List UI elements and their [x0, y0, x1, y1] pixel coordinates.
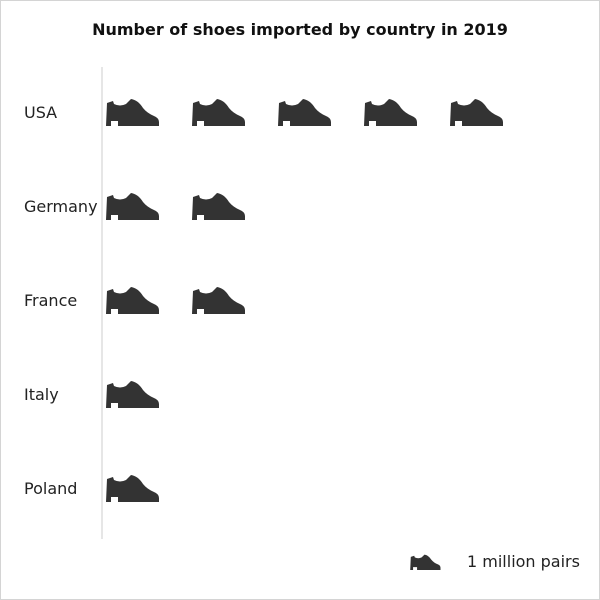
shoe-icon — [192, 193, 245, 220]
pictograph-rows: USA Germany France Italy Poland — [24, 99, 503, 502]
chart-title: Number of shoes imported by country in 2… — [92, 20, 508, 39]
shoe-icon — [106, 287, 159, 314]
shoe-icon — [278, 99, 331, 126]
legend-label: 1 million pairs — [467, 552, 580, 571]
shoe-icon — [106, 193, 159, 220]
shoe-icon — [192, 287, 245, 314]
legend: 1 million pairs — [410, 552, 580, 571]
category-label: France — [24, 291, 77, 310]
shoe-icon — [106, 99, 159, 126]
shoe-icon — [192, 99, 245, 126]
shoe-icon — [410, 554, 441, 570]
shoe-icon — [106, 475, 159, 502]
shoe-icon — [106, 381, 159, 408]
shoe-icon — [364, 99, 417, 126]
category-label: USA — [24, 103, 57, 122]
category-label: Italy — [24, 385, 59, 404]
category-label: Germany — [24, 197, 98, 216]
shoe-icon — [450, 99, 503, 126]
category-label: Poland — [24, 479, 77, 498]
